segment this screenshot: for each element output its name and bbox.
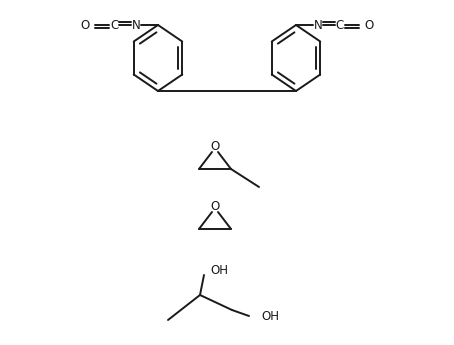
Text: N: N	[314, 19, 322, 31]
Text: O: O	[210, 199, 220, 213]
Text: O: O	[364, 19, 373, 31]
Text: O: O	[81, 19, 90, 31]
Text: O: O	[210, 139, 220, 152]
Text: OH: OH	[261, 309, 279, 323]
Text: OH: OH	[210, 265, 228, 277]
Text: C: C	[110, 19, 118, 31]
Text: C: C	[336, 19, 344, 31]
Text: N: N	[132, 19, 140, 31]
